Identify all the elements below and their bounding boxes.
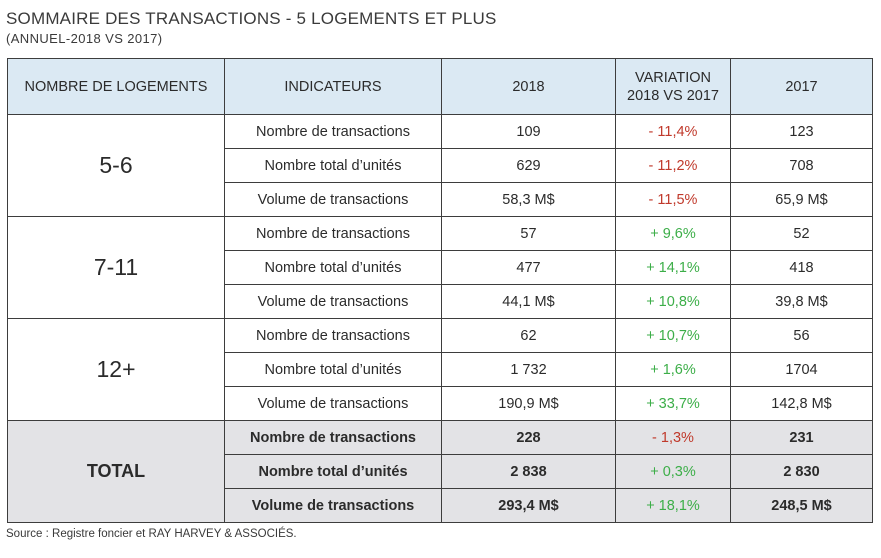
value-2017-cell: 123 <box>730 114 873 149</box>
value-2017-cell: 56 <box>730 318 873 353</box>
indicator-cell: Nombre de transactions <box>224 114 442 149</box>
header-variation: VARIATION 2018 VS 2017 <box>615 58 731 115</box>
table-row: 12+ Nombre de transactions 62 + 10,7% 56 <box>7 318 873 421</box>
value-2017-cell: 248,5 M$ <box>730 488 873 523</box>
indicator-cell: Nombre de transactions <box>224 318 442 353</box>
table-row: Volume de transactions 190,9 M$ + 33,7% 142… <box>8 386 873 421</box>
indicator-cell: Nombre total d’unités <box>224 148 442 183</box>
variation-cell: + 0,3% <box>615 454 731 489</box>
indicator-cell: Nombre total d’unités <box>224 454 442 489</box>
group-label: 7-11 <box>7 216 225 319</box>
table-row: Volume de transactions 293,4 M$ + 18,1% 248… <box>8 488 873 523</box>
value-2017-cell: 708 <box>730 148 873 183</box>
value-2017-cell: 1704 <box>730 352 873 387</box>
variation-cell: + 9,6% <box>615 216 731 251</box>
group-label: TOTAL <box>7 420 225 523</box>
table-row: Volume de transactions 44,1 M$ + 10,8% 39,8… <box>8 284 873 319</box>
indicator-cell: Volume de transactions <box>224 284 442 319</box>
indicator-cell: Nombre total d’unités <box>224 250 442 285</box>
variation-cell: + 10,7% <box>615 318 731 353</box>
value-2017-cell: 52 <box>730 216 873 251</box>
value-2018-cell: 44,1 M$ <box>441 284 616 319</box>
value-2017-cell: 65,9 M$ <box>730 182 873 217</box>
indicator-cell: Volume de transactions <box>224 488 442 523</box>
header-2018: 2018 <box>441 58 616 115</box>
variation-cell: - 11,4% <box>615 114 731 149</box>
table-row: Nombre total d’unités 1 732 + 1,6% 1704 <box>8 352 873 387</box>
value-2018-cell: 629 <box>441 148 616 183</box>
value-2018-cell: 58,3 M$ <box>441 182 616 217</box>
value-2018-cell: 62 <box>441 318 616 353</box>
variation-cell: + 10,8% <box>615 284 731 319</box>
variation-cell: - 11,5% <box>615 182 731 217</box>
variation-cell: + 14,1% <box>615 250 731 285</box>
indicator-cell: Nombre de transactions <box>224 420 442 455</box>
indicator-cell: Volume de transactions <box>224 386 442 421</box>
variation-cell: - 11,2% <box>615 148 731 183</box>
value-2017-cell: 418 <box>730 250 873 285</box>
table-row: Nombre total d’unités 629- 11,2% 708 <box>8 148 873 183</box>
value-2018-cell: 109 <box>441 114 616 149</box>
table-row: 7-11 Nombre de transactions 57 + 9,6% 52 <box>7 216 873 319</box>
header-2017: 2017 <box>730 58 873 115</box>
value-2017-cell: 142,8 M$ <box>730 386 873 421</box>
variation-cell: - 1,3% <box>615 420 731 455</box>
header-variation-line1: VARIATION <box>635 69 711 86</box>
value-2018-cell: 2 838 <box>441 454 616 489</box>
value-2018-cell: 293,4 M$ <box>441 488 616 523</box>
table-header-row: NOMBRE DE LOGEMENTS INDICATEURS 2018 VAR… <box>7 58 873 115</box>
group-label: 5-6 <box>7 114 225 217</box>
header-indicator: INDICATEURS <box>224 58 442 115</box>
value-2018-cell: 190,9 M$ <box>441 386 616 421</box>
table-row: TOTAL Nombre de transactions 228- 1,3% 231 <box>7 420 873 523</box>
header-group: NOMBRE DE LOGEMENTS <box>7 58 225 115</box>
table-row: Volume de transactions 58,3 M$ - 11,5% 65,9… <box>8 182 873 217</box>
indicator-cell: Nombre total d’unités <box>224 352 442 387</box>
page-title: SOMMAIRE DES TRANSACTIONS - 5 LOGEMENTS … <box>6 9 497 28</box>
variation-cell: + 18,1% <box>615 488 731 523</box>
value-2018-cell: 477 <box>441 250 616 285</box>
transactions-table: NOMBRE DE LOGEMENTS INDICATEURS 2018 VAR… <box>7 58 873 523</box>
indicator-cell: Volume de transactions <box>224 182 442 217</box>
value-2018-cell: 228 <box>441 420 616 455</box>
page-subtitle: (ANNUEL-2018 VS 2017) <box>6 31 163 46</box>
value-2017-cell: 231 <box>730 420 873 455</box>
value-2018-cell: 1 732 <box>441 352 616 387</box>
table-row: 5-6 Nombre de transactions 109- 11,4% 123 <box>7 114 873 217</box>
indicator-cell: Nombre de transactions <box>224 216 442 251</box>
variation-cell: + 1,6% <box>615 352 731 387</box>
table-row: Nombre total d’unités 477 + 14,1% 418 <box>8 250 873 285</box>
header-variation-line2: 2018 VS 2017 <box>627 87 719 104</box>
value-2017-cell: 39,8 M$ <box>730 284 873 319</box>
value-2017-cell: 2 830 <box>730 454 873 489</box>
value-2018-cell: 57 <box>441 216 616 251</box>
group-label: 12+ <box>7 318 225 421</box>
variation-cell: + 33,7% <box>615 386 731 421</box>
source-note: Source : Registre foncier et RAY HARVEY … <box>6 528 297 540</box>
